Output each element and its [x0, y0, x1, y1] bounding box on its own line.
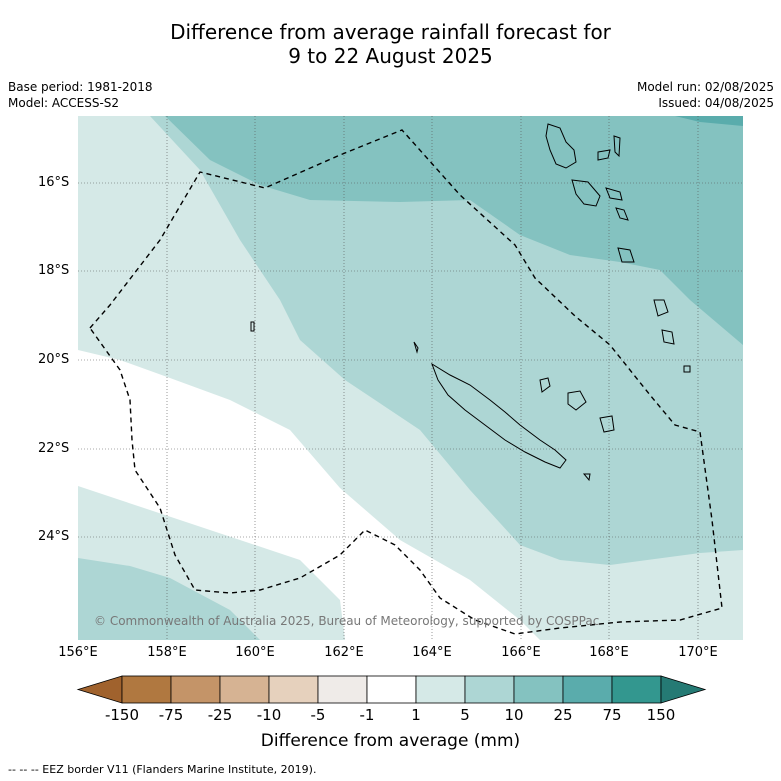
colorbar-swatch — [219, 675, 270, 704]
island-coast — [605, 187, 623, 201]
colorbar-tick-label: 75 — [602, 706, 622, 724]
island-coast — [617, 247, 635, 263]
eez-legend-note: -- -- -- EEZ border V11 (Flanders Marine… — [8, 763, 317, 776]
colorbar — [76, 675, 707, 704]
island-coast — [545, 123, 577, 169]
colorbar-tick-label: -150 — [104, 706, 140, 724]
island-coast — [653, 299, 669, 317]
lon-tick-label: 160°E — [235, 645, 275, 660]
colorbar-tick-label: 5 — [460, 706, 470, 724]
colorbar-swatch — [268, 675, 319, 704]
colorbar-swatch — [317, 675, 368, 704]
colorbar-tick-label: -75 — [158, 706, 184, 724]
lat-tick-label: 16°S — [38, 175, 70, 190]
island-coast — [571, 179, 601, 207]
lat-tick-label: 22°S — [38, 441, 70, 456]
eez-border — [89, 129, 723, 635]
issued-label: Issued: 04/08/2025 — [658, 96, 774, 110]
lon-tick-label: 164°E — [412, 645, 452, 660]
model-label: Model: ACCESS-S2 — [8, 96, 120, 110]
island-coast — [683, 365, 691, 373]
band-neutral — [78, 350, 540, 640]
colorbar-swatch — [121, 675, 172, 704]
island-coast — [599, 415, 615, 433]
island-coast — [250, 321, 255, 332]
colorbar-tick-label: -1 — [359, 706, 375, 724]
rainfall-anomaly-field — [78, 116, 743, 640]
colorbar-tick-label: 1 — [411, 706, 421, 724]
colorbar-title: Difference from average (mm) — [260, 731, 521, 751]
base-period-label: Base period: 1981-2018 — [8, 80, 153, 94]
band-25-to-75 — [675, 116, 743, 126]
new-caledonia-coast — [431, 362, 567, 469]
lon-tick-label: 158°E — [147, 645, 187, 660]
colorbar-swatch — [611, 675, 662, 704]
lon-tick-label: 170°E — [678, 645, 718, 660]
island-coast — [582, 473, 591, 482]
model-run-label: Model run: 02/08/2025 — [636, 80, 774, 94]
island-coast — [413, 341, 419, 354]
colorbar-tick-label: 25 — [553, 706, 573, 724]
map-title-line1: Difference from average rainfall forecas… — [170, 20, 611, 44]
colorbar-swatch — [170, 675, 221, 704]
colorbar-tick-label: -25 — [207, 706, 233, 724]
lon-tick-label: 162°E — [324, 645, 364, 660]
lon-tick-label: 166°E — [501, 645, 541, 660]
lat-tick-label: 18°S — [38, 263, 70, 278]
copyright-notice: © Commonwealth of Australia 2025, Bureau… — [94, 614, 600, 628]
band-5-to-10-south — [78, 558, 260, 640]
colorbar-swatch — [464, 675, 515, 704]
colorbar-extend-low — [76, 675, 123, 704]
colorbar-tick-label: -10 — [256, 706, 282, 724]
island-coast — [567, 390, 587, 411]
lat-tick-label: 20°S — [38, 352, 70, 367]
island-coast — [661, 329, 675, 345]
island-coast — [597, 149, 611, 161]
colorbar-tick-label: 150 — [646, 706, 676, 724]
lat-tick-label: 24°S — [38, 529, 70, 544]
lon-tick-label: 168°E — [589, 645, 629, 660]
graticule — [78, 116, 743, 640]
colorbar-swatch — [562, 675, 613, 704]
colorbar-tick-label: 10 — [504, 706, 524, 724]
map-title-line2: 9 to 22 August 2025 — [288, 44, 493, 68]
island-coast — [539, 377, 551, 393]
island-coast — [613, 135, 621, 158]
band-10-to-25 — [165, 116, 743, 345]
island-coast — [615, 207, 629, 221]
colorbar-tick-label: -5 — [310, 706, 326, 724]
colorbar-extend-high — [660, 675, 707, 704]
colorbar-swatch — [366, 675, 417, 704]
colorbar-swatch — [415, 675, 466, 704]
colorbar-swatch — [513, 675, 564, 704]
lon-tick-label: 156°E — [58, 645, 98, 660]
